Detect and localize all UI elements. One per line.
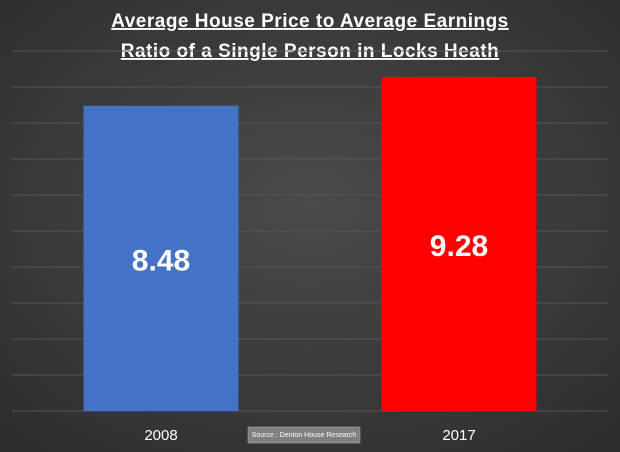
bar <box>83 105 239 411</box>
value-label: 8.48 <box>132 244 190 277</box>
value-label: 9.28 <box>430 230 488 263</box>
x-tick-label: 2008 <box>144 427 177 444</box>
source: Source : Denton House Research <box>252 432 357 439</box>
bar <box>381 76 537 412</box>
source-box <box>247 426 361 444</box>
chart-title: Ratio of a Single Person in Locks Heath <box>121 41 499 62</box>
chart-title: Average House Price to Average Earnings <box>111 11 509 32</box>
x-tick-label: 2017 <box>442 427 475 444</box>
plot: 8.48 2008 9.28 2017 <box>83 76 537 444</box>
